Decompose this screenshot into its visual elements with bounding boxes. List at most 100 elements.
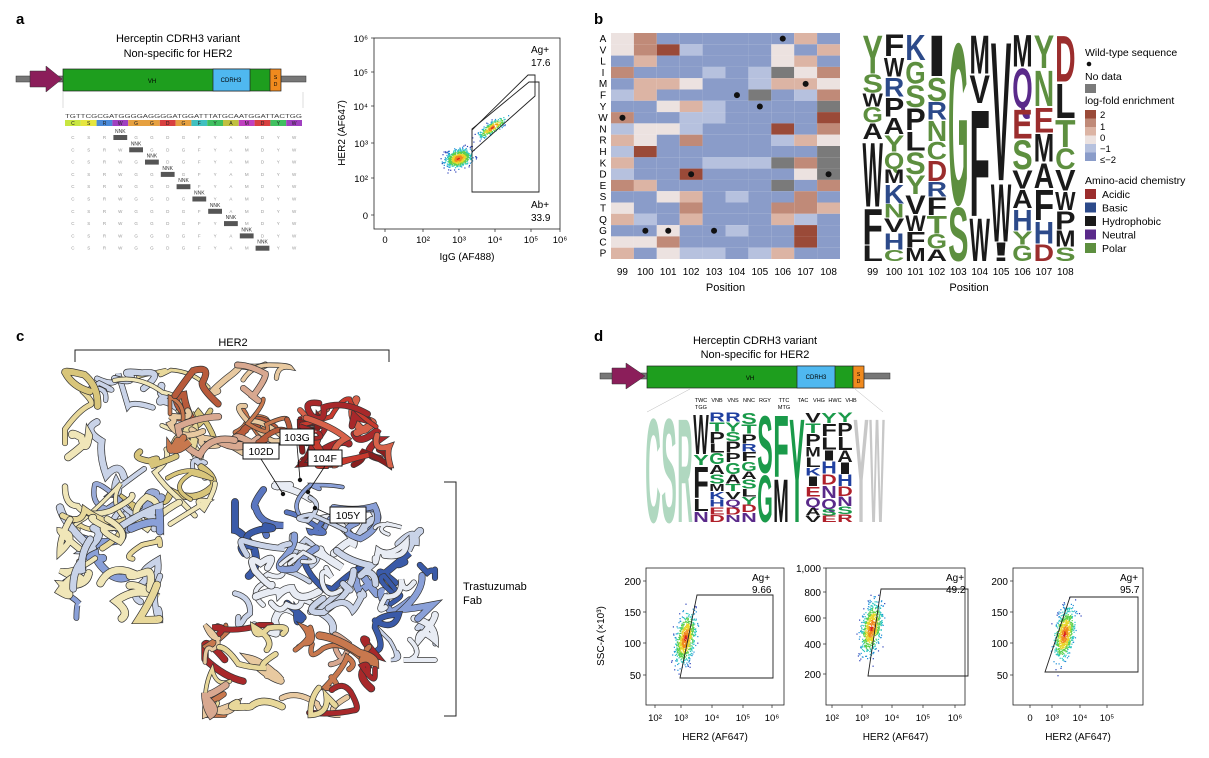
scatter-point (681, 626, 683, 629)
scatter-point (864, 639, 866, 641)
heatmap-cell (656, 168, 680, 180)
scatter-point (486, 122, 488, 124)
scatter-point (489, 125, 491, 127)
scatter-point (694, 632, 696, 634)
scatter-point (447, 161, 449, 163)
scatter-point (689, 644, 691, 646)
scatter-point (485, 136, 487, 138)
scatter-point (1066, 638, 1068, 640)
scatter-point (681, 661, 684, 663)
scatter-point (674, 654, 676, 656)
scatter-point (1063, 640, 1065, 642)
heatmap-cell (817, 33, 840, 45)
scatter-point (457, 154, 460, 156)
heatmap-cell (817, 112, 840, 124)
position-label: 108 (820, 267, 837, 278)
scatter-point (877, 623, 879, 625)
scatter-point (457, 164, 459, 166)
ribbon (373, 522, 402, 536)
logo-letter: M (905, 245, 925, 265)
x-axis-label: Position (949, 282, 988, 294)
aa-letter: C (71, 233, 75, 238)
scatter-point (867, 613, 869, 616)
scatter-point (681, 628, 683, 630)
scatter-point (479, 136, 481, 138)
scatter-point (681, 652, 683, 655)
scatter-point (678, 652, 680, 654)
scatter-point (1053, 645, 1055, 647)
scatter-point (871, 614, 873, 616)
scatter-point (1076, 613, 1078, 615)
scatter-point (458, 162, 460, 165)
aa-letter: D (261, 221, 265, 226)
scatter-point (687, 650, 689, 653)
legend-gradient (1085, 118, 1096, 127)
scatter-point (680, 638, 682, 640)
scatter-point (865, 632, 867, 634)
scatter-point (1056, 648, 1058, 650)
scatter-point (1056, 639, 1058, 641)
scatter-point (500, 118, 502, 120)
aa-row-label: G (599, 226, 607, 237)
scatter-point (862, 641, 864, 643)
aa-letter: R (103, 233, 107, 238)
fab-bracket (444, 481, 457, 717)
scatter-point (454, 149, 456, 152)
scatter-point (458, 160, 460, 162)
scatter-point (689, 649, 691, 651)
scatter-point (679, 646, 681, 648)
logo-letter: Y (884, 130, 905, 156)
scatter-point (867, 643, 869, 645)
scatter-point (1055, 653, 1057, 655)
scatter-point (496, 122, 498, 125)
scatter-point (451, 154, 453, 156)
scatter-point (689, 629, 691, 631)
scatter-point (1057, 648, 1059, 650)
scatter-point (686, 649, 688, 651)
nnk-box (239, 233, 254, 239)
scatter-point (451, 157, 453, 160)
cdrh3-label-d: CDRH3 (806, 375, 827, 381)
heatmap-cell (679, 100, 703, 113)
logo-letter: W (863, 89, 884, 110)
scatter-point (684, 640, 686, 642)
codon-label: NNC (743, 398, 755, 404)
scatter-point (867, 632, 870, 635)
scatter-point (459, 152, 461, 154)
scatter-point (688, 614, 690, 616)
scatter-point (866, 625, 868, 627)
scatter-point (872, 620, 874, 622)
scatter-point (677, 627, 679, 629)
scatter-point (877, 650, 880, 652)
scatter-point (871, 619, 874, 621)
scatter-point (443, 167, 445, 169)
scatter-point (874, 644, 876, 646)
position-label: 103 (706, 267, 723, 278)
scatter-point (1063, 631, 1065, 633)
scatter-point (452, 159, 455, 161)
scatter-point (687, 645, 689, 647)
scatter-point (680, 648, 682, 650)
scatter-point (865, 621, 867, 623)
scatter-point (453, 152, 455, 154)
ribbon (358, 662, 378, 681)
scatter-point (874, 613, 876, 615)
scatter-point (1068, 626, 1070, 628)
panel-label-c: c (16, 328, 24, 345)
her2-bracket (74, 349, 390, 362)
aa-letter: C (71, 172, 75, 177)
scatter-point (875, 614, 877, 616)
scatter-point (1062, 635, 1064, 637)
scatter-point (445, 157, 447, 160)
scatter-point (1072, 626, 1075, 628)
heatmap-cell (817, 213, 840, 226)
scatter-point (459, 155, 462, 157)
scatter-point (1068, 642, 1070, 644)
scatter-point (878, 619, 880, 621)
scatter-point (697, 642, 699, 644)
scatter-point (679, 618, 681, 620)
scatter-point (485, 130, 487, 132)
scatter-point (456, 155, 458, 157)
scatter-point (1063, 628, 1065, 630)
